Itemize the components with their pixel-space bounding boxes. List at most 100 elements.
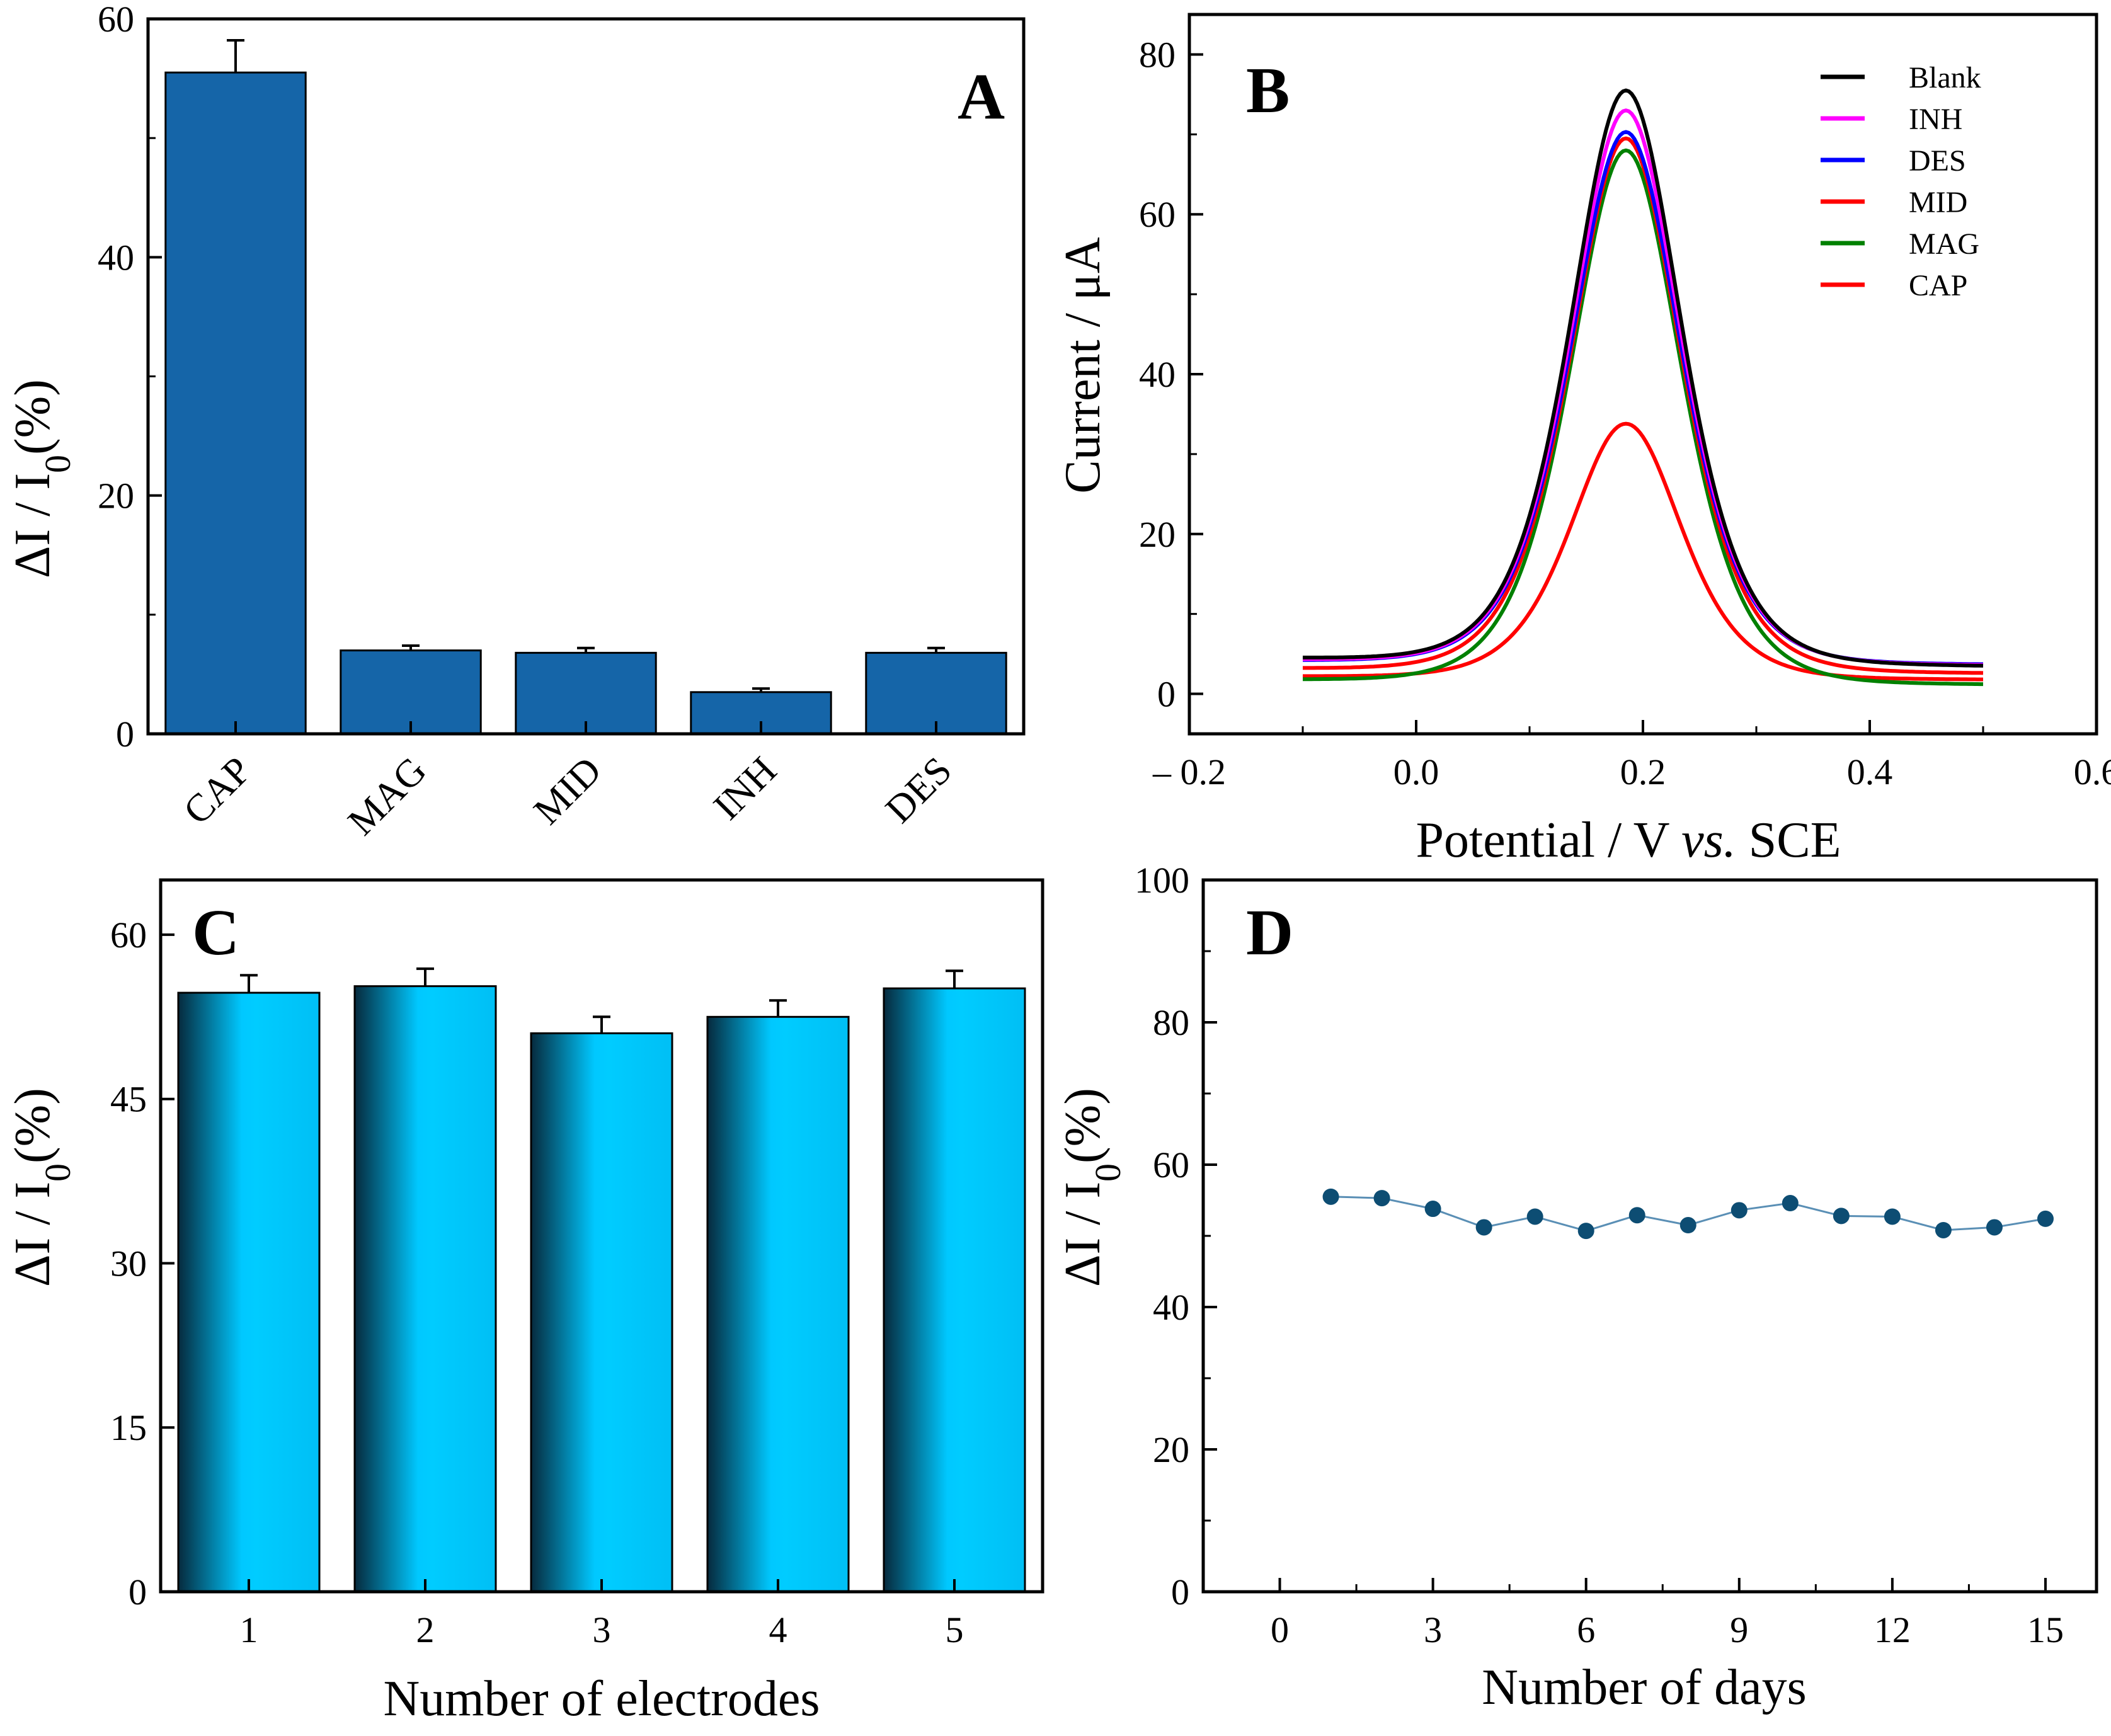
panel-d-data-point <box>1986 1219 2003 1236</box>
panel-d-letter: D <box>1246 896 1293 969</box>
panel-d-x-tick-label: 12 <box>1874 1609 1911 1650</box>
panel-a-frame <box>146 17 1026 736</box>
panel-a-y-tick-label: 40 <box>98 237 134 278</box>
panel-b-legend-label: MAG <box>1909 227 1979 261</box>
panel-c-y-tick-label: 30 <box>110 1243 147 1284</box>
panel-b-x-tick-label: 0.0 <box>1393 751 1439 792</box>
panel-d-data-point <box>1679 1217 1696 1234</box>
panel-b-letter: B <box>1246 54 1290 127</box>
panel-c-x-tick-label: 1 <box>240 1609 258 1650</box>
panel-d-y-tick-label: 40 <box>1153 1287 1189 1328</box>
panel-c-y-axis-label: ΔI / I0(%) <box>5 1088 78 1287</box>
panel-a-x-tick-label: MID <box>526 749 610 833</box>
panel-b-legend-label: INH <box>1909 103 1962 136</box>
panel-a-x-tick-label: MAG <box>340 749 435 843</box>
panel-c-letter: C <box>192 896 239 969</box>
panel-b-y-tick-label: 20 <box>1139 514 1176 555</box>
panel-b-y-axis-label: Current / μA <box>1055 237 1111 493</box>
panel-b-series-inh <box>1302 108 1984 667</box>
panel-c-x-tick-label: 3 <box>593 1609 611 1650</box>
panel-b-x-tick-label: 0.4 <box>1847 751 1893 792</box>
panel-d-data-point <box>1475 1219 1492 1236</box>
panel-d-frame <box>1201 878 2098 1594</box>
panel-c-bar <box>353 985 497 1593</box>
panel-d-y-tick-label: 0 <box>1171 1572 1189 1613</box>
panel-a-x-tick-label: CAP <box>176 749 260 833</box>
panel-b-x-axis-label: Potential / V vs. SCE <box>1416 813 1841 868</box>
panel-d-x-tick-label: 9 <box>1730 1609 1748 1650</box>
panel-a-plot-area: 0 20 40 60 CAP MAG MID INH DES <box>98 0 1026 843</box>
panel-b-series-cap <box>1303 421 1983 682</box>
panel-d-data-point <box>1628 1207 1645 1224</box>
panel-a-y-tick-label: 0 <box>116 714 134 755</box>
panel-c-x-tick-label: 2 <box>416 1609 435 1650</box>
panel-d-data-point <box>1577 1223 1594 1240</box>
panel-d-data-point <box>2037 1210 2054 1227</box>
panel-d-y-tick-label: 60 <box>1153 1145 1189 1185</box>
panel-b-legend-label: MID <box>1909 186 1967 219</box>
panel-c-y-tick-label: 0 <box>129 1572 147 1613</box>
panel-d-data-point <box>1424 1201 1441 1218</box>
panel-b-x-tick-label: – 0.2 <box>1152 751 1226 792</box>
panel-d-x-tick-label: 3 <box>1424 1609 1442 1650</box>
panel-b-y-tick-label: 80 <box>1139 34 1176 75</box>
panel-a-letter: A <box>958 60 1005 133</box>
panel-d-data-point <box>1884 1208 1901 1225</box>
panel-b-x-tick-label: 0.6 <box>2074 751 2111 792</box>
panel-d-x-tick-label: 6 <box>1577 1609 1595 1650</box>
panel-c-y-tick-label: 15 <box>110 1407 147 1448</box>
panel-c-x-tick-label: 4 <box>769 1609 787 1650</box>
panel-c-x-axis-label: Number of electrodes <box>383 1671 820 1727</box>
panel-b-y-tick-label: 0 <box>1157 674 1176 715</box>
panel-b-series-mid <box>1303 136 1984 675</box>
panel-d-x-tick-label: 15 <box>2027 1609 2064 1650</box>
panel-b-series-mag <box>1303 148 1983 687</box>
panel-b: 0 20 40 60 80 – 0.2 0.0 0.2 0.4 0.6 Blank INH DES MID… <box>1055 13 2111 868</box>
panel-c-bar <box>177 991 321 1593</box>
panel-a-y-tick-label: 60 <box>98 0 134 40</box>
panel-d-y-tick-label: 80 <box>1153 1002 1189 1043</box>
panel-b-plot-area: 0 20 40 60 80 – 0.2 0.0 0.2 0.4 0.6 Blank INH DES MID… <box>1139 13 2111 792</box>
panel-b-y-tick-label: 60 <box>1139 194 1176 235</box>
panel-d-plot-area: 0 20 40 60 80 100 0 3 6 9 12 15 <box>1135 860 2098 1650</box>
panel-c-x-tick-label: 5 <box>946 1609 964 1650</box>
panel-c-bar <box>883 987 1026 1593</box>
panel-d-data-point <box>1833 1208 1850 1225</box>
panel-d-data-point <box>1373 1190 1390 1207</box>
panel-b-series-blank <box>1303 88 1984 668</box>
panel-b-legend-label: CAP <box>1909 269 1967 302</box>
panel-b-legend-label: DES <box>1909 144 1966 178</box>
panel-a-y-axis-label: ΔI / I0(%) <box>5 379 78 578</box>
panel-d-data-point <box>1526 1208 1543 1225</box>
panel-d-y-axis-label: ΔI / I0(%) <box>1055 1088 1128 1287</box>
panel-b-y-tick-label: 40 <box>1139 354 1176 395</box>
panel-c-bar <box>706 1015 850 1593</box>
panel-c-y-tick-label: 45 <box>110 1079 147 1120</box>
panel-d-x-axis-label: Number of days <box>1482 1660 1806 1715</box>
panel-d-data-point <box>1935 1221 1952 1238</box>
panel-d-data-point <box>1731 1202 1748 1219</box>
panel-c-frame <box>159 878 1044 1594</box>
panel-d-data-point <box>1322 1188 1339 1205</box>
panel-d: 0 20 40 60 80 100 0 3 6 9 12 15 D ΔI / I0(%) Number… <box>1055 860 2098 1715</box>
panel-d-data-point <box>1782 1195 1799 1212</box>
panel-a-bar <box>164 71 307 735</box>
panel-c-y-tick-label: 60 <box>110 915 147 956</box>
panel-b-series-des <box>1303 130 1983 666</box>
panel-c-bar <box>530 1032 673 1593</box>
panel-d-y-tick-label: 20 <box>1153 1429 1189 1470</box>
panel-d-y-tick-label: 100 <box>1135 860 1189 901</box>
panel-b-legend-label: Blank <box>1909 61 1981 94</box>
panel-a-bar <box>865 651 1007 735</box>
panel-b-frame <box>1187 13 2098 736</box>
panel-a-y-tick-label: 20 <box>98 476 134 517</box>
panel-a: 0 20 40 60 CAP MAG MID INH DES A ΔI / I0(%) <box>5 0 1026 843</box>
panel-b-x-tick-label: 0.2 <box>1620 751 1666 792</box>
panel-a-x-tick-label: DES <box>878 749 960 831</box>
panel-d-x-tick-label: 0 <box>1271 1609 1289 1650</box>
panel-a-x-tick-label: INH <box>706 749 785 828</box>
